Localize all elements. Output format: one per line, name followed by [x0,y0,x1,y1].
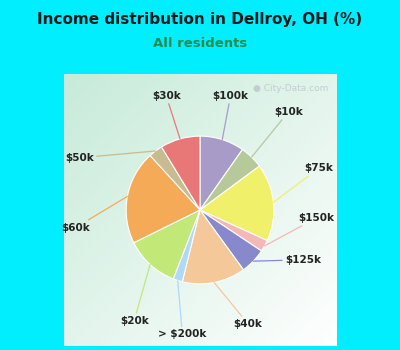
Wedge shape [182,210,244,284]
Text: $40k: $40k [214,282,263,329]
Text: $75k: $75k [274,163,333,202]
Text: $125k: $125k [253,255,321,265]
Text: $30k: $30k [152,91,181,139]
Wedge shape [200,166,274,240]
Wedge shape [200,136,242,210]
Text: $20k: $20k [120,265,150,326]
Text: $60k: $60k [61,196,127,233]
Text: Income distribution in Dellroy, OH (%): Income distribution in Dellroy, OH (%) [38,12,362,27]
Text: $50k: $50k [65,151,156,163]
Text: $150k: $150k [264,213,334,246]
Text: ● City-Data.com: ● City-Data.com [253,84,328,93]
Wedge shape [150,147,200,210]
Wedge shape [200,210,262,270]
Wedge shape [162,136,200,210]
Text: > $200k: > $200k [158,280,206,340]
Wedge shape [134,210,200,279]
Wedge shape [200,210,267,251]
Wedge shape [200,149,260,210]
Wedge shape [126,155,200,243]
Text: All residents: All residents [153,37,247,50]
Text: $10k: $10k [252,107,303,157]
Text: $100k: $100k [212,91,248,140]
Wedge shape [173,210,200,282]
